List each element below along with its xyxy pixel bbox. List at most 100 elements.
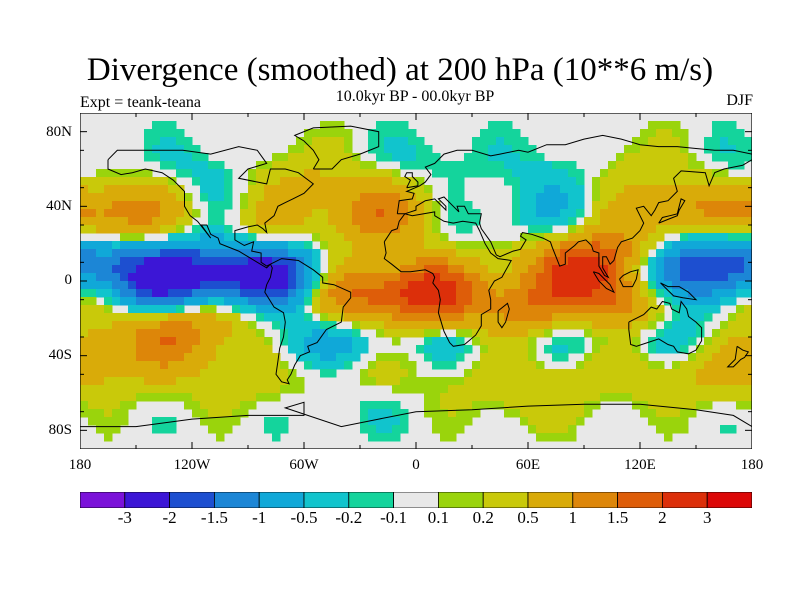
field-cell xyxy=(272,433,281,442)
field-cell xyxy=(168,137,177,146)
field-cell xyxy=(240,217,249,226)
field-cell xyxy=(664,369,673,378)
field-cell xyxy=(528,153,537,162)
field-cell xyxy=(720,425,729,434)
field-cell xyxy=(392,297,401,306)
field-cell xyxy=(656,153,665,162)
field-cell xyxy=(560,241,569,250)
field-cell xyxy=(152,273,161,282)
field-cell xyxy=(384,361,393,370)
field-cell xyxy=(256,225,265,234)
field-cell xyxy=(264,289,273,298)
colorbar-label: -0.1 xyxy=(380,508,408,527)
field-cell xyxy=(304,177,313,186)
field-cell xyxy=(392,313,401,322)
field-cell xyxy=(192,337,201,346)
field-cell xyxy=(216,433,225,442)
field-cell xyxy=(280,265,289,274)
field-cell xyxy=(248,201,257,210)
colorbar-label: -1 xyxy=(252,508,267,527)
field-cell xyxy=(624,217,633,226)
field-cell xyxy=(592,345,601,354)
field-cell xyxy=(672,201,681,210)
field-cell xyxy=(624,329,633,338)
field-cell xyxy=(440,281,449,290)
field-cell xyxy=(184,385,193,394)
field-cell xyxy=(216,193,225,202)
field-cell xyxy=(344,305,353,314)
field-cell xyxy=(288,177,297,186)
field-cell xyxy=(208,345,217,354)
field-cell xyxy=(136,393,145,402)
field-cell xyxy=(600,193,609,202)
field-cell xyxy=(648,321,657,330)
field-cell xyxy=(192,249,201,258)
field-cell xyxy=(376,329,385,338)
coastline xyxy=(660,282,698,301)
field-cell xyxy=(416,193,425,202)
field-cell xyxy=(688,225,697,234)
field-cell xyxy=(584,353,593,362)
field-cell xyxy=(336,121,345,130)
field-cell xyxy=(232,265,241,274)
field-cell xyxy=(584,409,593,418)
field-cell xyxy=(336,137,345,146)
field-cell xyxy=(344,273,353,282)
field-cell xyxy=(144,289,153,298)
field-cell xyxy=(552,281,561,290)
field-cell xyxy=(232,369,241,378)
field-cell xyxy=(720,265,729,274)
field-cell xyxy=(288,201,297,210)
field-cell xyxy=(128,201,137,210)
field-cell xyxy=(408,281,417,290)
field-cell xyxy=(240,345,249,354)
plot-subtitle: 10.0kyr BP - 00.0kyr BP xyxy=(335,88,495,105)
field-cell xyxy=(96,401,105,410)
field-cell xyxy=(144,353,153,362)
field-cell xyxy=(208,185,217,194)
field-cell xyxy=(280,425,289,434)
field-cell xyxy=(512,289,521,298)
field-cell xyxy=(472,241,481,250)
field-cell xyxy=(656,201,665,210)
field-cell xyxy=(520,169,529,178)
field-cell xyxy=(512,193,521,202)
field-cell xyxy=(648,233,657,242)
field-cell xyxy=(616,185,625,194)
field-cell xyxy=(104,377,113,386)
field-cell xyxy=(344,249,353,258)
field-cell xyxy=(96,209,105,218)
field-cell xyxy=(360,273,369,282)
field-cell xyxy=(472,153,481,162)
field-cell xyxy=(152,137,161,146)
field-cell xyxy=(344,169,353,178)
field-cell xyxy=(584,305,593,314)
field-cell xyxy=(352,153,361,162)
field-cell xyxy=(376,409,385,418)
field-cell xyxy=(360,297,369,306)
field-cell xyxy=(640,257,649,266)
field-cell xyxy=(360,193,369,202)
field-cell xyxy=(400,193,409,202)
field-cell xyxy=(552,425,561,434)
field-cell xyxy=(632,369,641,378)
field-cell xyxy=(448,193,457,202)
field-cell xyxy=(744,209,752,218)
field-cell xyxy=(704,305,713,314)
field-cell xyxy=(472,257,481,266)
field-cell xyxy=(160,393,169,402)
field-cell xyxy=(576,409,585,418)
field-cell xyxy=(464,329,473,338)
field-cell xyxy=(336,169,345,178)
field-cell xyxy=(560,321,569,330)
field-cell xyxy=(304,201,313,210)
field-cell xyxy=(392,337,401,346)
field-cell xyxy=(368,377,377,386)
field-cell xyxy=(88,265,97,274)
field-cell xyxy=(680,329,689,338)
field-cell xyxy=(568,217,577,226)
colorbar xyxy=(80,492,752,508)
field-cell xyxy=(512,385,521,394)
field-cell xyxy=(664,345,673,354)
field-cell xyxy=(624,225,633,234)
